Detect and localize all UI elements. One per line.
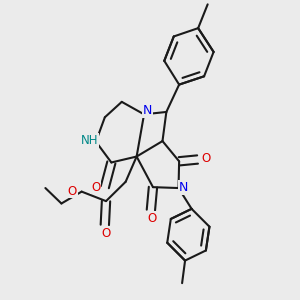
Text: O: O xyxy=(68,184,77,197)
Text: O: O xyxy=(202,152,211,165)
Text: O: O xyxy=(148,212,157,225)
Text: O: O xyxy=(91,181,101,194)
Text: N: N xyxy=(143,104,152,117)
Text: NH: NH xyxy=(81,134,98,147)
Text: O: O xyxy=(101,227,111,240)
Text: N: N xyxy=(179,181,189,194)
